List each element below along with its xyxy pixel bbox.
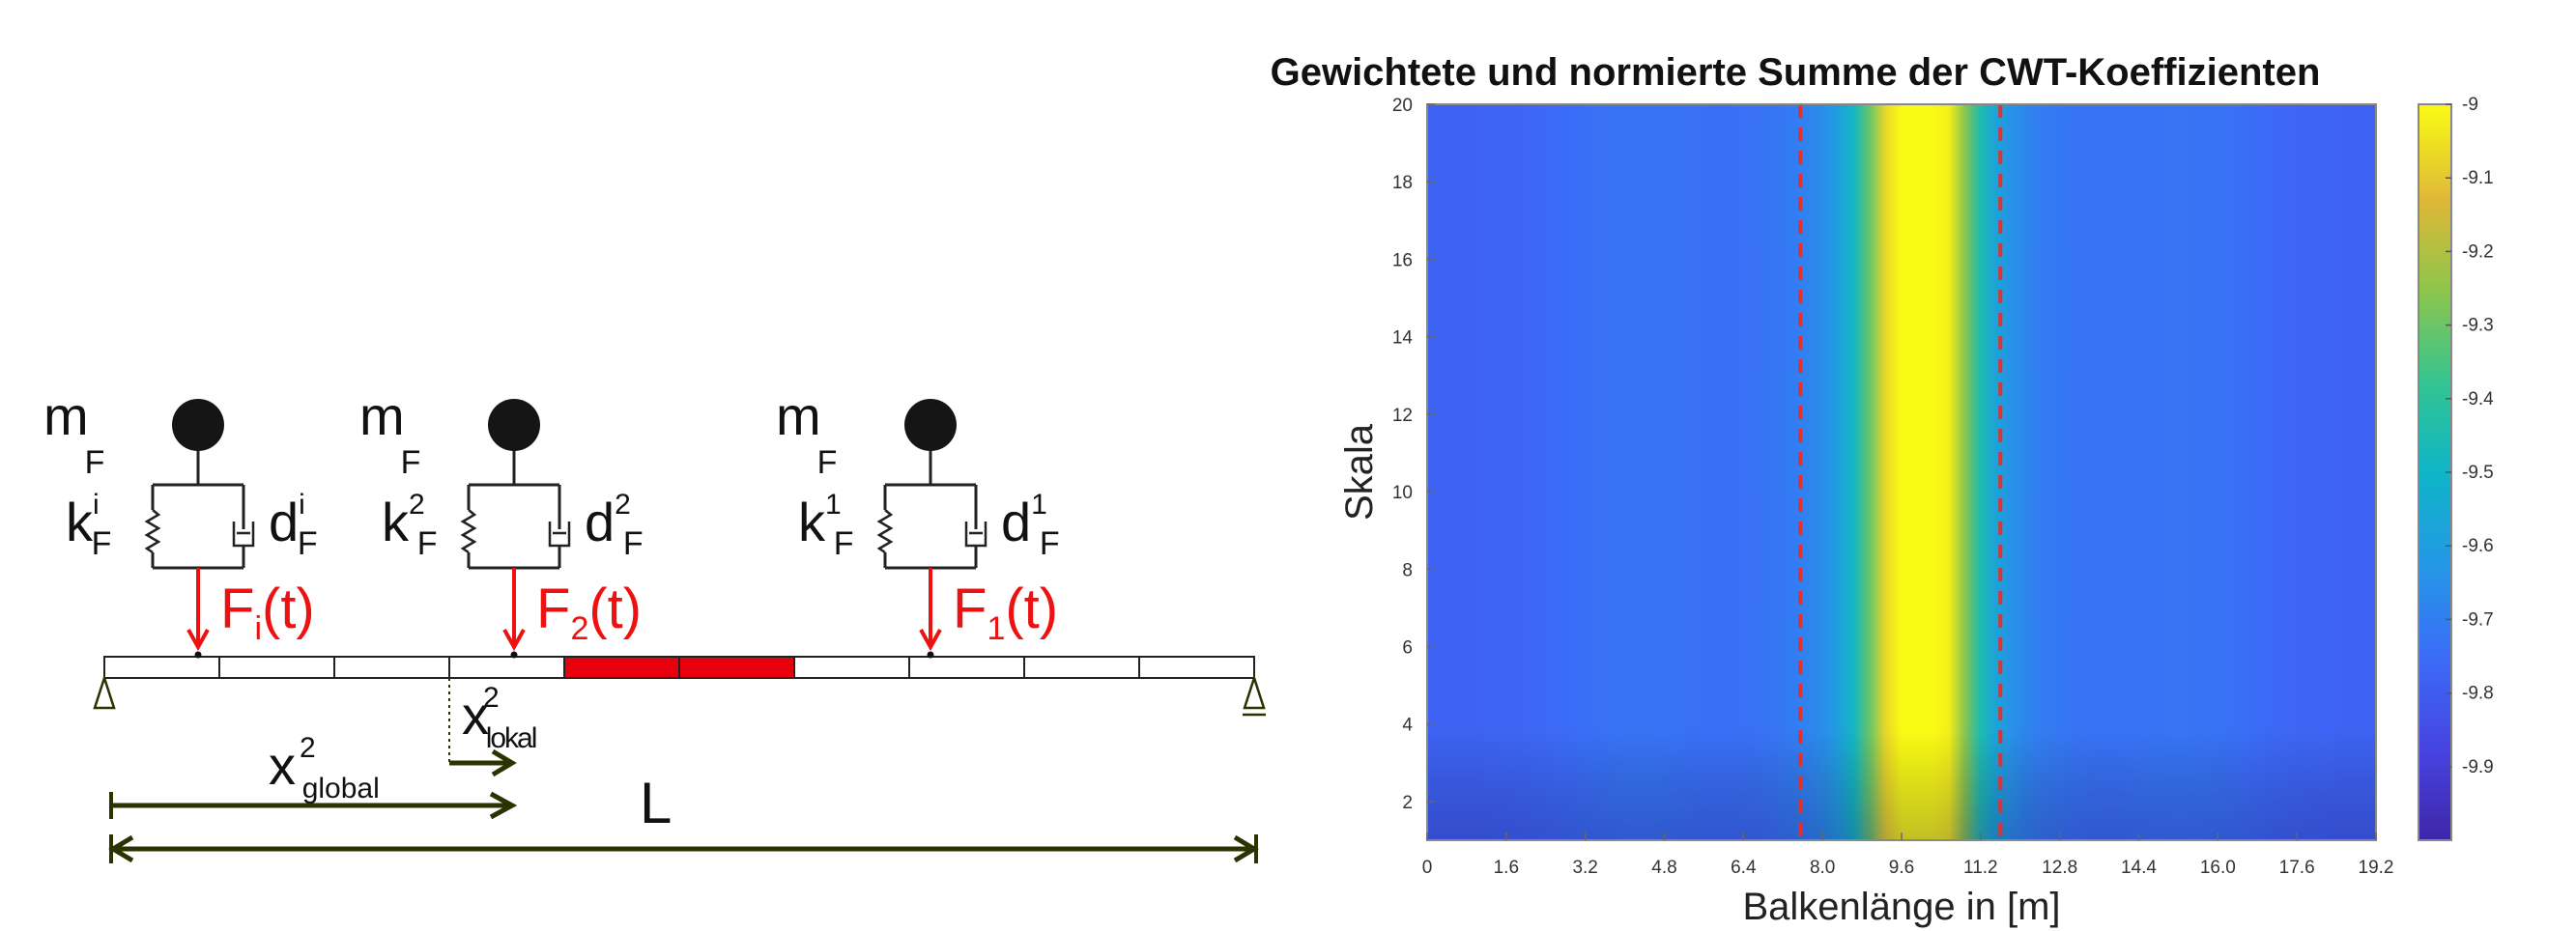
length-label: L <box>640 771 672 835</box>
x-tick-label: 4.8 <box>1651 858 1676 878</box>
spring-icon <box>460 509 477 554</box>
x-tick-label: 0 <box>1422 858 1433 878</box>
y-tick-label: 16 <box>1392 250 1413 270</box>
x-tick-label: 17.6 <box>2279 858 2315 878</box>
colorbar-tick-label: -9.4 <box>2462 389 2494 409</box>
beam <box>103 656 1255 679</box>
contact-point <box>194 651 202 659</box>
x-global-label: x 2 global <box>269 732 380 804</box>
contact-point <box>510 651 518 659</box>
colorbar-tick-label: -9.2 <box>2462 241 2494 262</box>
y-tick-label: 4 <box>1402 716 1413 736</box>
stiffness-label-2: k2 F <box>382 489 437 562</box>
x-tick-label: 6.4 <box>1731 858 1757 878</box>
mass-ball-2 <box>488 399 540 451</box>
colorbar-tick-label: -9.6 <box>2462 536 2494 556</box>
y-tick-label: 8 <box>1402 560 1413 580</box>
y-axis-ticks: 2 4 6 8 10 12 14 16 18 20 <box>1392 96 1414 813</box>
colorbar-tick-label: -9 <box>2462 95 2478 115</box>
plot-area <box>1426 103 2377 841</box>
left-support-icon <box>93 673 116 710</box>
y-tick-label: 14 <box>1392 328 1414 349</box>
damping-label-i: di F <box>269 489 318 562</box>
stiffness-label-i: ki F <box>66 489 111 562</box>
y-tick-label: 12 <box>1392 406 1413 426</box>
force-label-1: F1(t) <box>953 578 1058 647</box>
damping-label-1: d1 F <box>1001 489 1060 562</box>
colorbar-tick-label: -9.7 <box>2462 609 2494 630</box>
x-lokal-label: x2 lokal <box>462 682 536 754</box>
mass-ball-1 <box>904 399 957 451</box>
x-tick-label: 11.2 <box>1963 858 1998 878</box>
x-axis-ticks: 0 1.6 3.2 4.8 6.4 8.0 9.6 11.2 12.8 14.4 16.0 17.6 1… <box>1422 858 2394 878</box>
y-tick-label: 20 <box>1392 96 1413 116</box>
y-tick-label: 18 <box>1392 173 1413 193</box>
chart-title: Gewichtete und normierte Summe der CWT-K… <box>1271 51 2321 94</box>
colorbar-tick-label: -9.3 <box>2462 316 2494 336</box>
contact-point <box>927 651 934 659</box>
colorbar: -9 -9.1 -9.2 -9.3 -9.4 -9.5 -9.6 -9.7 -9.8 -9.9 <box>2418 95 2494 841</box>
stiffness-label-1: k1 F <box>798 489 853 562</box>
x-tick-label: 3.2 <box>1572 858 1597 878</box>
y-tick-label: 10 <box>1392 483 1413 503</box>
x-tick-label: 8.0 <box>1810 858 1835 878</box>
spring-icon <box>144 509 161 554</box>
x-tick-label: 14.4 <box>2121 858 2157 878</box>
right-support-icon <box>1243 673 1266 717</box>
spring-icon <box>876 509 894 554</box>
force-label-2: F2(t) <box>536 578 642 647</box>
mass-ball-i <box>172 399 224 451</box>
x-tick-label: 19.2 <box>2359 858 2394 878</box>
x-tick-label: 16.0 <box>2200 858 2236 878</box>
damping-label-2: d2 F <box>585 489 644 562</box>
beam-segment <box>1138 656 1255 679</box>
y-tick-label: 2 <box>1402 793 1413 813</box>
x-tick-label: 12.8 <box>2042 858 2077 878</box>
x-tick-label: 9.6 <box>1889 858 1914 878</box>
y-axis-label: Skala <box>1338 423 1381 521</box>
colorbar-tick-label: -9.8 <box>2462 684 2494 704</box>
x-tick-label: 1.6 <box>1494 858 1519 878</box>
colorbar-tick-label: -9.5 <box>2462 463 2494 483</box>
y-tick-label: 6 <box>1402 637 1413 658</box>
x-axis-label: Balkenlänge in [m] <box>1742 886 2060 928</box>
colorbar-tick-label: -9.9 <box>2462 757 2494 777</box>
force-label-i: Fi(t) <box>220 578 315 647</box>
colorbar-tick-label: -9.1 <box>2462 168 2494 188</box>
